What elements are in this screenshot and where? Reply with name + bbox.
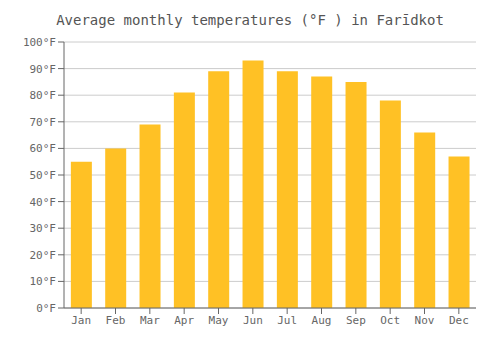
svg-text:40°F: 40°F bbox=[30, 196, 57, 209]
svg-text:Aug: Aug bbox=[312, 314, 332, 327]
svg-text:Jan: Jan bbox=[71, 314, 91, 327]
svg-text:Apr: Apr bbox=[174, 314, 194, 327]
svg-text:0°F: 0°F bbox=[36, 302, 56, 315]
html-text:Average monthly temperatures (: Average monthly temperatures (°F ) in Fa… bbox=[56, 12, 444, 28]
svg-text:Feb: Feb bbox=[106, 314, 126, 327]
svg-text:100°F: 100°F bbox=[23, 36, 56, 49]
svg-text:20°F: 20°F bbox=[30, 249, 57, 262]
svg-text:80°F: 80°F bbox=[30, 89, 57, 102]
svg-text:Oct: Oct bbox=[380, 314, 400, 327]
svg-text:Jul: Jul bbox=[277, 314, 297, 327]
svg-text:70°F: 70°F bbox=[30, 116, 57, 129]
svg-text:90°F: 90°F bbox=[30, 63, 57, 76]
svg-text:Nov: Nov bbox=[415, 314, 435, 327]
svg-text:30°F: 30°F bbox=[30, 222, 57, 235]
svg-text:Mar: Mar bbox=[140, 314, 160, 327]
svg-text:Jun: Jun bbox=[243, 314, 263, 327]
svg-text:10°F: 10°F bbox=[30, 275, 57, 288]
svg-text:Sep: Sep bbox=[346, 314, 366, 327]
svg-text:May: May bbox=[209, 314, 229, 327]
svg-text:60°F: 60°F bbox=[30, 142, 57, 155]
svg-text:Dec: Dec bbox=[449, 314, 469, 327]
svg-text:50°F: 50°F bbox=[30, 169, 57, 182]
